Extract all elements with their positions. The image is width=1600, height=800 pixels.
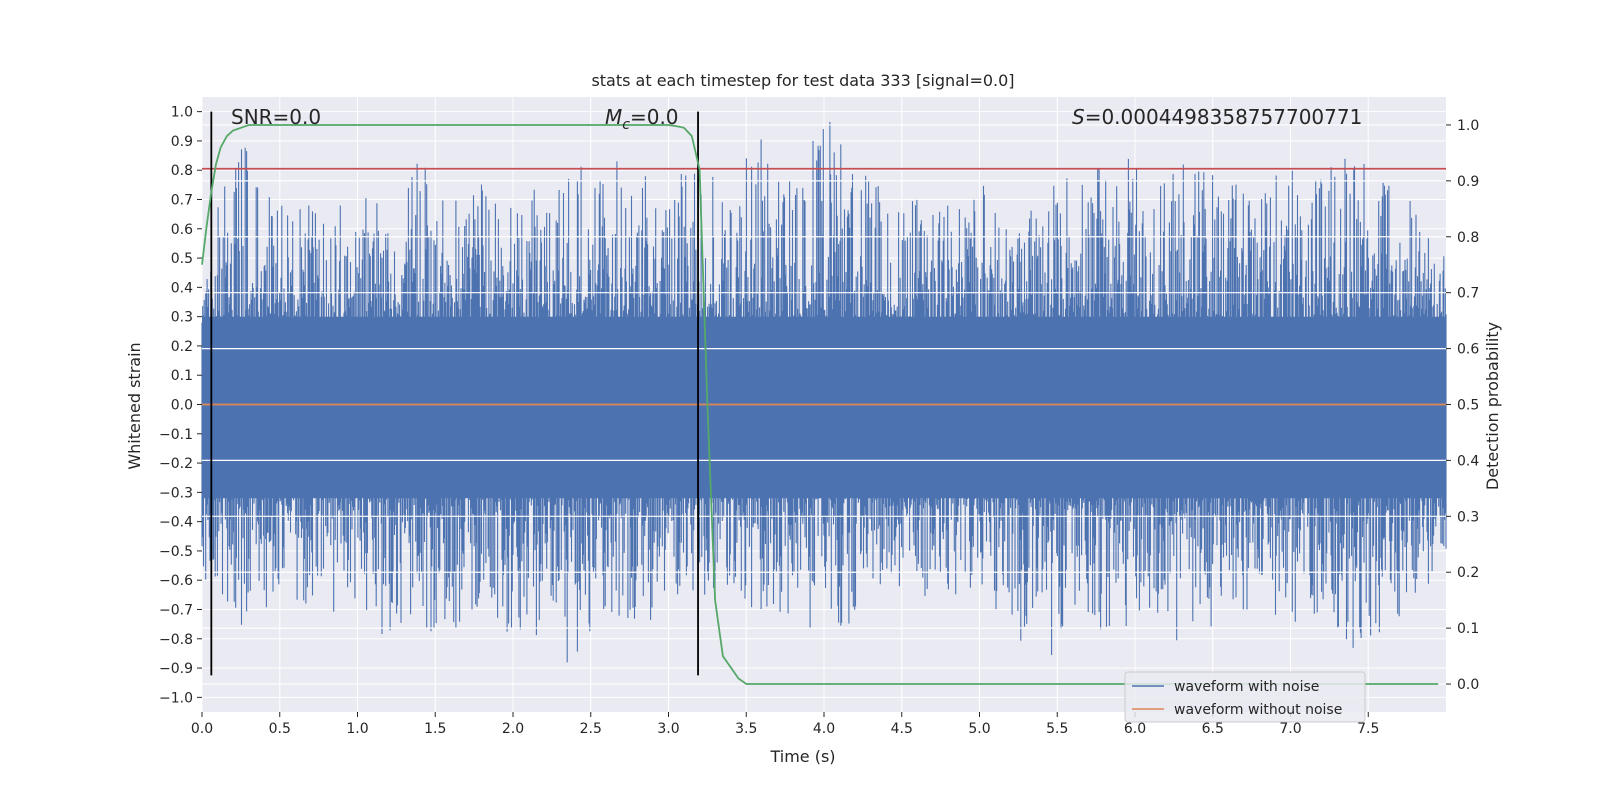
y-left-tick-label: 0.6 <box>171 222 193 238</box>
x-tick-label: 1.0 <box>346 721 368 737</box>
y-left-tick-label: −1.0 <box>159 690 193 706</box>
y-left-tick-label: −0.1 <box>159 427 193 443</box>
series-with-noise <box>201 122 1447 663</box>
legend-box <box>1124 671 1366 723</box>
x-tick-label: 6.0 <box>1124 721 1146 737</box>
y-right-tick-label: 0.3 <box>1457 509 1479 525</box>
y-left-tick-label: −0.9 <box>159 661 193 677</box>
y-left-tick-label: −0.5 <box>159 544 193 560</box>
x-tick-label: 6.5 <box>1202 721 1224 737</box>
plot-area <box>201 97 1447 712</box>
s-symbol: S <box>1072 105 1085 129</box>
x-tick-label: 4.5 <box>891 721 913 737</box>
series-detection-probability <box>201 124 1439 685</box>
x-tick-label: 3.0 <box>657 721 679 737</box>
y-left-tick-label: 0.0 <box>171 398 193 414</box>
y-right-tick-label: 0.0 <box>1457 677 1479 693</box>
chart-title: stats at each timestep for test data 333… <box>591 71 1014 90</box>
y-right-tick-label: 1.0 <box>1457 118 1479 134</box>
x-tick-label: 7.5 <box>1357 721 1379 737</box>
y-left-tick-label: 0.3 <box>171 310 193 326</box>
y-right-tick-label: 0.8 <box>1457 230 1479 246</box>
chirp-mass-subscript: c <box>622 117 630 133</box>
y-left-tick-label: −0.7 <box>159 603 193 619</box>
y-left-tick-label: −0.8 <box>159 632 193 648</box>
x-tick-label: 4.0 <box>813 721 835 737</box>
x-tick-label: 5.5 <box>1046 721 1068 737</box>
y-left-tick-label: 1.0 <box>171 105 193 121</box>
y-left-tick-label: 0.1 <box>171 368 193 384</box>
y-left-tick-label: −0.4 <box>159 515 193 531</box>
y-left-tick-label: 0.9 <box>171 134 193 150</box>
chirp-mass-annotation: Mc=0.0 <box>605 105 679 133</box>
y-left-tick-label: 0.8 <box>171 163 193 179</box>
chirp-mass-symbol: M <box>605 105 622 129</box>
legend: waveform with noise waveform without noi… <box>1124 671 1366 723</box>
x-tick-label: 2.5 <box>580 721 602 737</box>
x-tick-label: 3.5 <box>735 721 757 737</box>
x-tick-label: 7.0 <box>1279 721 1301 737</box>
s-value: =0.0004498358757700771 <box>1085 105 1363 129</box>
y-axis-label-left: Whitened strain <box>125 342 144 469</box>
snr-annotation: SNR=0.0 <box>231 105 321 129</box>
y-left-tick-label: −0.3 <box>159 485 193 501</box>
y-left-tick-label: −0.2 <box>159 456 193 472</box>
y-right-tick-label: 0.4 <box>1457 453 1479 469</box>
x-tick-label: 1.5 <box>424 721 446 737</box>
x-tick-label: 2.0 <box>502 721 524 737</box>
y-left-tick-label: 0.2 <box>171 339 193 355</box>
y-left-tick-label: 0.4 <box>171 280 193 296</box>
y-right-tick-label: 0.9 <box>1457 174 1479 190</box>
chirp-mass-value: =0.0 <box>630 105 679 129</box>
x-axis-label: Time (s) <box>769 747 835 766</box>
y-left-tick-label: 0.5 <box>171 251 193 267</box>
y-right-tick-label: 0.1 <box>1457 621 1479 637</box>
x-tick-label: 5.0 <box>968 721 990 737</box>
y-right-tick-label: 0.7 <box>1457 286 1479 302</box>
axes-layer: 0.0 0.5 1.0 1.5 2.0 2.5 3.0 3.5 4.0 4.5 5.0 5.5 6.0 6… <box>159 105 1479 737</box>
legend-label-without-noise: waveform without noise <box>1174 702 1342 718</box>
x-tick-label: 0.0 <box>191 721 213 737</box>
y-left-tick-label: 0.7 <box>171 193 193 209</box>
legend-label-with-noise: waveform with noise <box>1174 679 1319 695</box>
y-left-tick-label: −0.6 <box>159 573 193 589</box>
y-right-tick-label: 0.6 <box>1457 342 1479 358</box>
s-annotation: S=0.0004498358757700771 <box>1072 105 1362 129</box>
x-tick-label: 0.5 <box>269 721 291 737</box>
y-right-tick-label: 0.5 <box>1457 398 1479 414</box>
y-right-tick-label: 0.2 <box>1457 565 1479 581</box>
y-axis-label-right: Detection probability <box>1483 322 1502 490</box>
